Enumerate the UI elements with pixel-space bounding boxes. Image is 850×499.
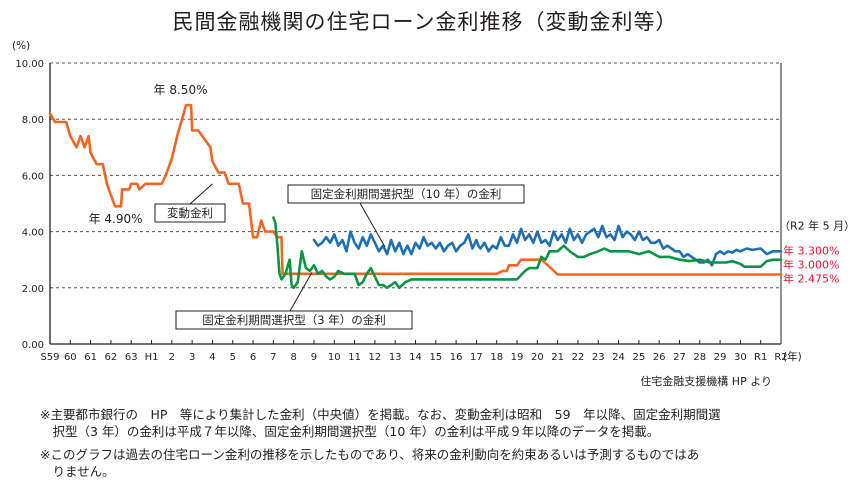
- footnote-1-line-1: ※主要都市銀行の HP 等により集計した金利（中央値）を掲載。なお、変動金利は昭…: [40, 407, 721, 422]
- x-tick-label: 10: [328, 352, 341, 363]
- y-tick-label: 10.00: [15, 59, 44, 70]
- x-tick-label: 11: [348, 352, 361, 363]
- x-tick-label: 13: [389, 352, 402, 363]
- x-tick-label: 26: [653, 352, 666, 363]
- peak-rate-label: 年 8.50%: [154, 83, 208, 97]
- fixed10-rate-callout-leader: [359, 202, 386, 248]
- latest-date-label: （R2 年 5 月）: [779, 219, 850, 233]
- x-tick-label: 23: [592, 352, 605, 363]
- data-source-note: 住宅金融支援機構 HP より: [640, 375, 772, 388]
- fixed10-rate-callout: 固定金利期間選択型（10 年）の金利: [287, 184, 525, 248]
- y-tick-label: 8.00: [22, 115, 44, 126]
- y-tick-label: 6.00: [22, 171, 44, 182]
- x-tick-label: 60: [64, 352, 77, 363]
- x-tick-label: 4: [209, 352, 215, 363]
- variable-rate-callout-box: [154, 203, 226, 223]
- footnote-1: ※主要都市銀行の HP 等により集計した金利（中央値）を掲載。なお、変動金利は昭…: [40, 406, 721, 440]
- x-tick-label: 8: [290, 352, 296, 363]
- x-tick-label: 18: [490, 352, 503, 363]
- variable-rate-callout-leader: [189, 183, 213, 205]
- x-tick-label: 5: [230, 352, 236, 363]
- x-tick-label: 27: [673, 352, 686, 363]
- x-tick-label: 6: [250, 352, 256, 363]
- x-tick-label: 12: [369, 352, 382, 363]
- footnote-2-line-1: ※このグラフは過去の住宅ローン金利の推移を示したものであり、将来の金利動向を約束…: [40, 447, 700, 462]
- series-line-variable: [48, 103, 783, 276]
- x-tick-label: S59: [40, 352, 59, 363]
- variable-rate-callout-text: 変動金利: [167, 206, 213, 220]
- x-tick-label: 17: [470, 352, 483, 363]
- x-tick-label: 2: [169, 352, 175, 363]
- x-tick-label: 25: [632, 352, 645, 363]
- footnote-1-line-2: 択型（3 年）の金利は平成７年以降、固定金利期間選択型（10 年）の金利は平成９…: [40, 424, 660, 439]
- x-axis-unit: (年): [783, 350, 802, 363]
- x-tick-label: 16: [450, 352, 463, 363]
- x-tick-label: 3: [189, 352, 195, 363]
- x-tick-label: 24: [612, 352, 625, 363]
- x-tick-label: 20: [531, 352, 544, 363]
- chart-title: 民間金融機関の住宅ローン金利推移（変動金利等）: [172, 10, 678, 34]
- x-tick-label: R2: [774, 352, 787, 363]
- x-tick-label: 14: [409, 352, 422, 363]
- x-tick-label: 7: [270, 352, 276, 363]
- fixed3-rate-callout-box: [175, 310, 413, 330]
- series-line-fixed3: [272, 216, 783, 290]
- x-tick-label: 19: [511, 352, 524, 363]
- x-tick-label: H1: [145, 352, 159, 363]
- fixed3-rate-callout-text: 固定金利期間選択型（3 年）の金利: [202, 313, 385, 327]
- footnote-2: ※このグラフは過去の住宅ローン金利の推移を示したものであり、将来の金利動向を約束…: [40, 446, 699, 480]
- x-tick-label: 29: [714, 352, 727, 363]
- y-tick-label: 4.00: [22, 228, 44, 239]
- x-tick-label: 30: [734, 352, 747, 363]
- x-tick-label: 62: [105, 352, 118, 363]
- latest-fixed10-value: 年 3.300%: [783, 243, 839, 257]
- latest-fixed3-value: 年 3.000%: [783, 258, 839, 272]
- series-line-fixed10: [312, 224, 783, 267]
- footnote-2-line-2: りません。: [40, 464, 115, 479]
- y-axis-unit: (%): [12, 40, 30, 52]
- x-tick-label: 28: [693, 352, 706, 363]
- y-tick-label: 2.00: [22, 284, 44, 295]
- fixed10-rate-callout-box: [287, 184, 525, 204]
- fixed3-rate-callout-leader: [289, 272, 313, 312]
- x-tick-label: 21: [551, 352, 564, 363]
- variable-rate-callout: 変動金利: [154, 183, 226, 223]
- x-tick-label: 15: [429, 352, 442, 363]
- y-tick-label: 0.00: [22, 340, 44, 351]
- x-tick-label: 63: [125, 352, 138, 363]
- x-tick-label: 9: [311, 352, 317, 363]
- x-tick-label: R1: [754, 352, 767, 363]
- x-tick-label: 61: [84, 352, 97, 363]
- fixed3-rate-callout: 固定金利期間選択型（3 年）の金利: [175, 272, 413, 330]
- x-tick-label: 22: [572, 352, 585, 363]
- fixed10-rate-callout-text: 固定金利期間選択型（10 年）の金利: [311, 187, 502, 201]
- low-rate-label: 年 4.90%: [89, 212, 143, 226]
- latest-variable-value: 年 2.475%: [783, 271, 839, 285]
